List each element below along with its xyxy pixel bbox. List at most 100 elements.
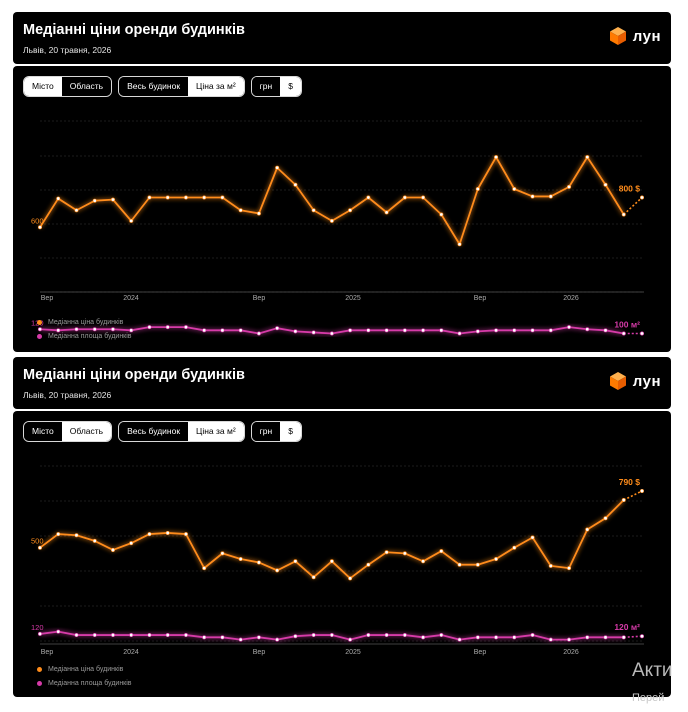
data-point[interactable]	[366, 633, 371, 638]
data-point[interactable]	[56, 196, 61, 201]
data-point[interactable]	[329, 559, 334, 564]
data-point[interactable]	[129, 218, 134, 223]
data-point[interactable]	[202, 328, 207, 333]
lun-logo[interactable]: лун	[608, 26, 661, 46]
data-point[interactable]	[293, 182, 298, 187]
data-point[interactable]	[384, 210, 389, 215]
data-point[interactable]	[256, 635, 261, 640]
data-point[interactable]	[494, 557, 499, 562]
data-point[interactable]	[639, 488, 644, 493]
data-point[interactable]	[56, 629, 61, 634]
data-point[interactable]	[530, 633, 535, 638]
data-point[interactable]	[275, 568, 280, 573]
scope-city-option[interactable]: Місто	[24, 77, 62, 96]
data-point[interactable]	[457, 331, 462, 336]
currency-usd-option[interactable]: $	[280, 422, 301, 441]
data-point[interactable]	[384, 550, 389, 555]
data-point[interactable]	[110, 327, 115, 332]
data-point[interactable]	[567, 637, 572, 642]
mode-whole-house-option[interactable]: Весь будинок	[119, 77, 189, 96]
data-point[interactable]	[311, 633, 316, 638]
data-point[interactable]	[475, 562, 480, 567]
data-point[interactable]	[256, 211, 261, 216]
data-point[interactable]	[548, 328, 553, 333]
data-point[interactable]	[603, 328, 608, 333]
data-point[interactable]	[439, 328, 444, 333]
scope-region-option[interactable]: Область	[61, 77, 112, 96]
legend-item-area[interactable]: Медіанна площа будинків	[37, 676, 132, 690]
data-point[interactable]	[238, 208, 243, 213]
data-point[interactable]	[603, 635, 608, 640]
data-point[interactable]	[439, 212, 444, 217]
data-point[interactable]	[129, 541, 134, 546]
data-point[interactable]	[439, 633, 444, 638]
data-point[interactable]	[621, 212, 626, 217]
data-point[interactable]	[348, 576, 353, 581]
data-point[interactable]	[56, 532, 61, 537]
data-point[interactable]	[348, 328, 353, 333]
data-point[interactable]	[202, 566, 207, 571]
data-point[interactable]	[147, 532, 152, 537]
data-point[interactable]	[74, 327, 79, 332]
data-point[interactable]	[421, 635, 426, 640]
data-point[interactable]	[512, 187, 517, 192]
data-point[interactable]	[110, 197, 115, 202]
data-point[interactable]	[147, 325, 152, 330]
data-point[interactable]	[585, 155, 590, 160]
data-point[interactable]	[183, 532, 188, 537]
data-point[interactable]	[256, 560, 261, 565]
data-point[interactable]	[512, 328, 517, 333]
data-point[interactable]	[37, 631, 42, 636]
data-point[interactable]	[37, 327, 42, 332]
data-point[interactable]	[402, 633, 407, 638]
data-point[interactable]	[293, 634, 298, 639]
data-point[interactable]	[512, 635, 517, 640]
data-point[interactable]	[220, 328, 225, 333]
currency-usd-option[interactable]: $	[280, 77, 301, 96]
data-point[interactable]	[402, 195, 407, 200]
data-point[interactable]	[548, 637, 553, 642]
data-point[interactable]	[402, 328, 407, 333]
data-point[interactable]	[329, 633, 334, 638]
data-point[interactable]	[129, 633, 134, 638]
mode-per-m2-option[interactable]: Ціна за м²	[188, 422, 244, 441]
data-point[interactable]	[74, 533, 79, 538]
data-point[interactable]	[183, 633, 188, 638]
data-point[interactable]	[311, 330, 316, 335]
data-point[interactable]	[202, 195, 207, 200]
data-point[interactable]	[293, 559, 298, 564]
data-point[interactable]	[165, 530, 170, 535]
data-point[interactable]	[457, 637, 462, 642]
data-point[interactable]	[421, 559, 426, 564]
data-point[interactable]	[639, 634, 644, 639]
data-point[interactable]	[165, 633, 170, 638]
data-point[interactable]	[457, 562, 462, 567]
data-point[interactable]	[129, 328, 134, 333]
data-point[interactable]	[329, 218, 334, 223]
data-point[interactable]	[548, 563, 553, 568]
data-point[interactable]	[585, 327, 590, 332]
data-point[interactable]	[548, 194, 553, 199]
data-point[interactable]	[475, 329, 480, 334]
data-point[interactable]	[603, 516, 608, 521]
data-point[interactable]	[384, 328, 389, 333]
data-point[interactable]	[475, 635, 480, 640]
data-point[interactable]	[639, 195, 644, 200]
data-point[interactable]	[74, 633, 79, 638]
series-line-price[interactable]	[39, 156, 625, 246]
data-point[interactable]	[183, 325, 188, 330]
mode-whole-house-option[interactable]: Весь будинок	[119, 422, 189, 441]
data-point[interactable]	[311, 575, 316, 580]
data-point[interactable]	[585, 635, 590, 640]
data-point[interactable]	[202, 635, 207, 640]
data-point[interactable]	[530, 535, 535, 540]
legend-item-area[interactable]: Медіанна площа будинків	[37, 329, 132, 343]
currency-uah-option[interactable]: грн	[251, 77, 281, 96]
data-point[interactable]	[639, 331, 644, 336]
data-point[interactable]	[494, 155, 499, 160]
data-point[interactable]	[366, 562, 371, 567]
data-point[interactable]	[530, 328, 535, 333]
data-point[interactable]	[457, 242, 462, 247]
scope-city-option[interactable]: Місто	[24, 422, 62, 441]
data-point[interactable]	[621, 635, 626, 640]
